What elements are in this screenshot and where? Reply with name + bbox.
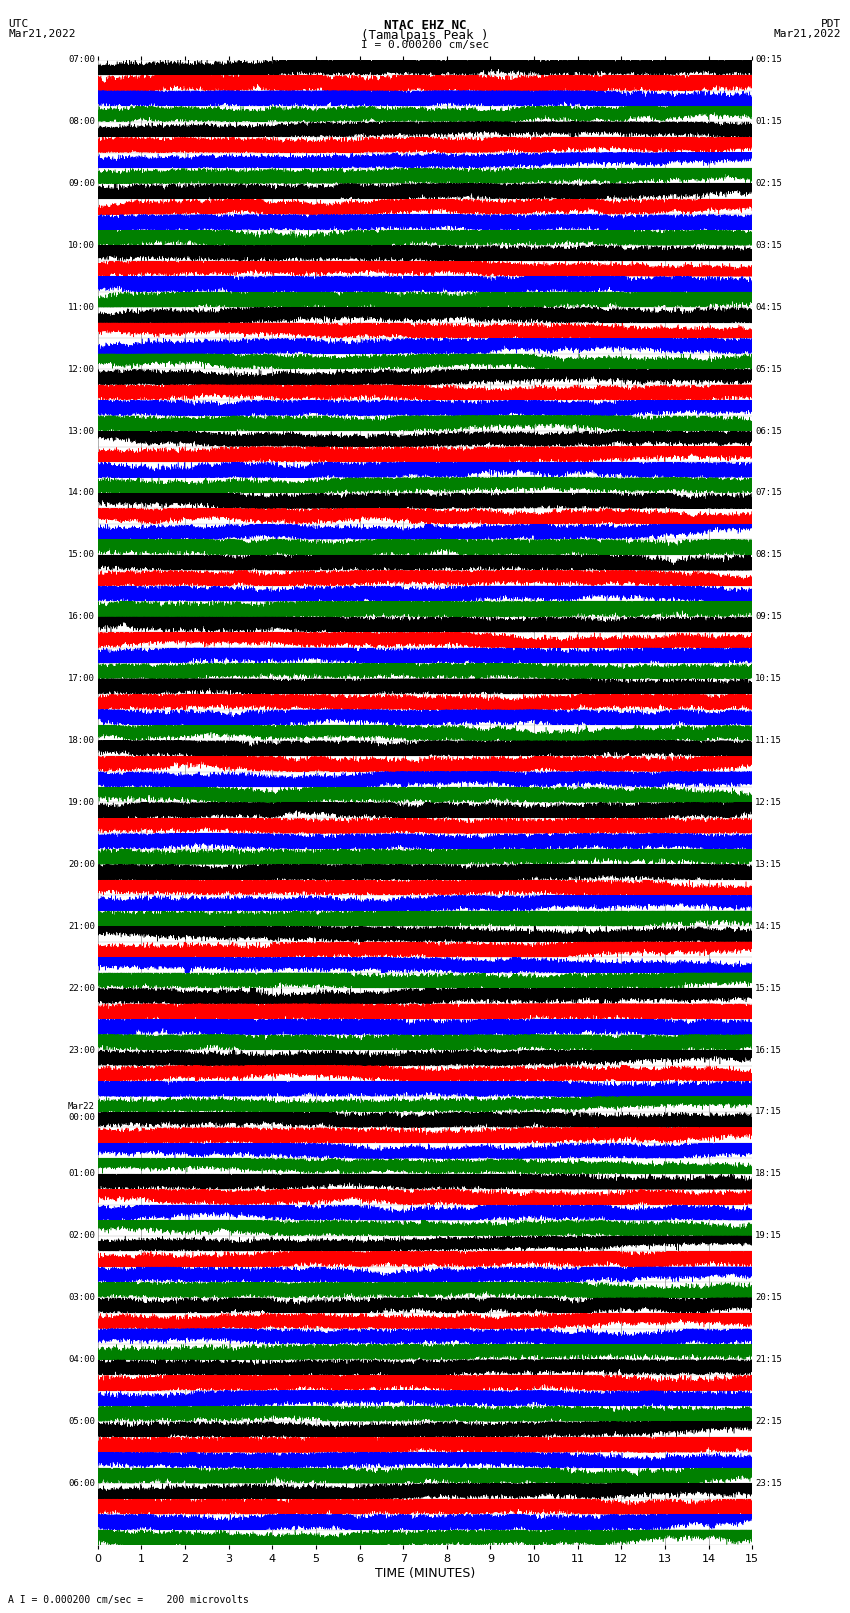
- Text: A I = 0.000200 cm/sec =    200 microvolts: A I = 0.000200 cm/sec = 200 microvolts: [8, 1595, 249, 1605]
- Text: PDT: PDT: [821, 18, 842, 29]
- Text: I = 0.000200 cm/sec: I = 0.000200 cm/sec: [361, 39, 489, 50]
- X-axis label: TIME (MINUTES): TIME (MINUTES): [375, 1568, 475, 1581]
- Text: NTAC EHZ NC: NTAC EHZ NC: [383, 18, 467, 32]
- Text: (Tamalpais Peak ): (Tamalpais Peak ): [361, 29, 489, 42]
- Text: UTC: UTC: [8, 18, 29, 29]
- Text: Mar21,2022: Mar21,2022: [774, 29, 842, 39]
- Text: Mar21,2022: Mar21,2022: [8, 29, 76, 39]
